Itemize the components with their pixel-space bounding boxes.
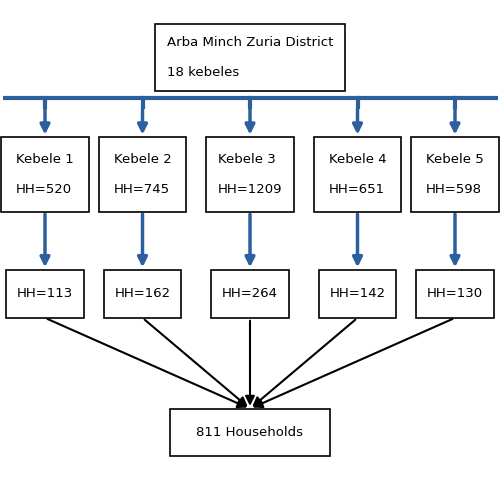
- Text: 811 Households: 811 Households: [196, 426, 304, 439]
- Text: Kebele 5

HH=598: Kebele 5 HH=598: [426, 153, 484, 196]
- FancyBboxPatch shape: [155, 24, 345, 91]
- Text: Kebele 1

HH=520: Kebele 1 HH=520: [16, 153, 74, 196]
- Text: HH=264: HH=264: [222, 287, 278, 301]
- FancyBboxPatch shape: [98, 138, 186, 211]
- FancyBboxPatch shape: [170, 409, 330, 456]
- FancyBboxPatch shape: [211, 270, 289, 318]
- FancyBboxPatch shape: [319, 270, 396, 318]
- Text: Arba Minch Zuria District

18 kebeles: Arba Minch Zuria District 18 kebeles: [167, 36, 333, 79]
- Text: HH=162: HH=162: [114, 287, 170, 301]
- FancyBboxPatch shape: [314, 138, 401, 211]
- FancyBboxPatch shape: [104, 270, 181, 318]
- FancyBboxPatch shape: [416, 270, 494, 318]
- FancyBboxPatch shape: [2, 138, 89, 211]
- Text: Kebele 3

HH=1209: Kebele 3 HH=1209: [218, 153, 282, 196]
- FancyBboxPatch shape: [6, 270, 84, 318]
- Text: HH=142: HH=142: [330, 287, 386, 301]
- Text: Kebele 2

HH=745: Kebele 2 HH=745: [114, 153, 172, 196]
- Text: Kebele 4

HH=651: Kebele 4 HH=651: [328, 153, 386, 196]
- FancyBboxPatch shape: [411, 138, 499, 211]
- FancyBboxPatch shape: [206, 138, 294, 211]
- Text: HH=113: HH=113: [17, 287, 73, 301]
- Text: HH=130: HH=130: [427, 287, 483, 301]
